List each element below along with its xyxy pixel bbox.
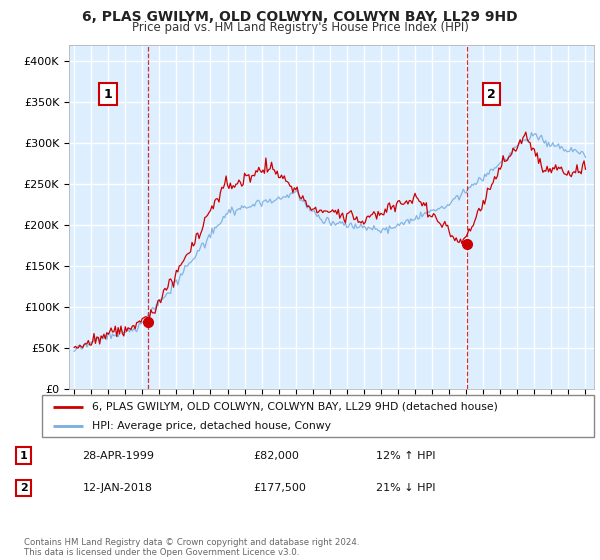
Text: HPI: Average price, detached house, Conwy: HPI: Average price, detached house, Conw… [92, 421, 331, 431]
FancyBboxPatch shape [42, 395, 594, 437]
Text: Contains HM Land Registry data © Crown copyright and database right 2024.
This d: Contains HM Land Registry data © Crown c… [24, 538, 359, 557]
Text: 12-JAN-2018: 12-JAN-2018 [82, 483, 152, 493]
Text: 21% ↓ HPI: 21% ↓ HPI [376, 483, 436, 493]
Text: 1: 1 [20, 451, 28, 461]
Text: 28-APR-1999: 28-APR-1999 [82, 451, 154, 461]
Text: 12% ↑ HPI: 12% ↑ HPI [376, 451, 436, 461]
Text: 1: 1 [104, 87, 113, 100]
Text: £82,000: £82,000 [253, 451, 299, 461]
Text: 6, PLAS GWILYM, OLD COLWYN, COLWYN BAY, LL29 9HD (detached house): 6, PLAS GWILYM, OLD COLWYN, COLWYN BAY, … [92, 402, 497, 412]
Text: 6, PLAS GWILYM, OLD COLWYN, COLWYN BAY, LL29 9HD: 6, PLAS GWILYM, OLD COLWYN, COLWYN BAY, … [82, 10, 518, 24]
Text: Price paid vs. HM Land Registry's House Price Index (HPI): Price paid vs. HM Land Registry's House … [131, 21, 469, 34]
Text: 2: 2 [487, 87, 496, 100]
Text: £177,500: £177,500 [253, 483, 306, 493]
Text: 2: 2 [20, 483, 28, 493]
